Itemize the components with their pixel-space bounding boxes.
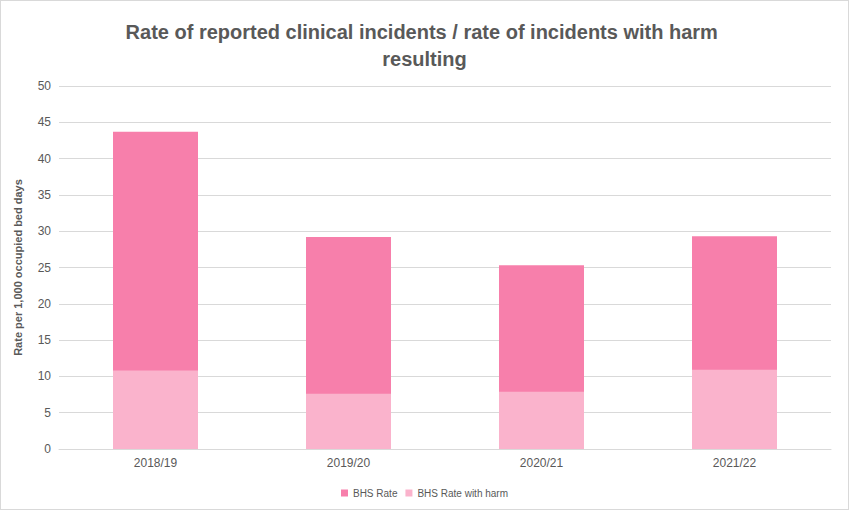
svg-text:BHS Rate with harm: BHS Rate with harm bbox=[417, 488, 508, 499]
svg-text:35: 35 bbox=[38, 188, 52, 202]
svg-text:0: 0 bbox=[44, 442, 51, 456]
svg-text:25: 25 bbox=[38, 261, 52, 275]
svg-text:2020/21: 2020/21 bbox=[520, 456, 564, 470]
svg-text:20: 20 bbox=[38, 297, 52, 311]
svg-text:45: 45 bbox=[38, 115, 52, 129]
svg-text:resulting: resulting bbox=[382, 48, 466, 70]
svg-text:30: 30 bbox=[38, 224, 52, 238]
svg-text:50: 50 bbox=[38, 79, 52, 93]
svg-text:2021/22: 2021/22 bbox=[713, 456, 757, 470]
svg-text:Rate of reported clinical inci: Rate of reported clinical incidents / ra… bbox=[126, 21, 724, 43]
svg-text:2018/19: 2018/19 bbox=[134, 456, 178, 470]
svg-text:15: 15 bbox=[38, 333, 52, 347]
svg-text:40: 40 bbox=[38, 152, 52, 166]
svg-text:5: 5 bbox=[44, 406, 51, 420]
svg-text:Rate per 1,000 occupied bed da: Rate per 1,000 occupied bed days bbox=[12, 179, 24, 356]
svg-text:10: 10 bbox=[38, 369, 52, 383]
svg-text:BHS Rate: BHS Rate bbox=[353, 488, 398, 499]
svg-text:2019/20: 2019/20 bbox=[327, 456, 371, 470]
